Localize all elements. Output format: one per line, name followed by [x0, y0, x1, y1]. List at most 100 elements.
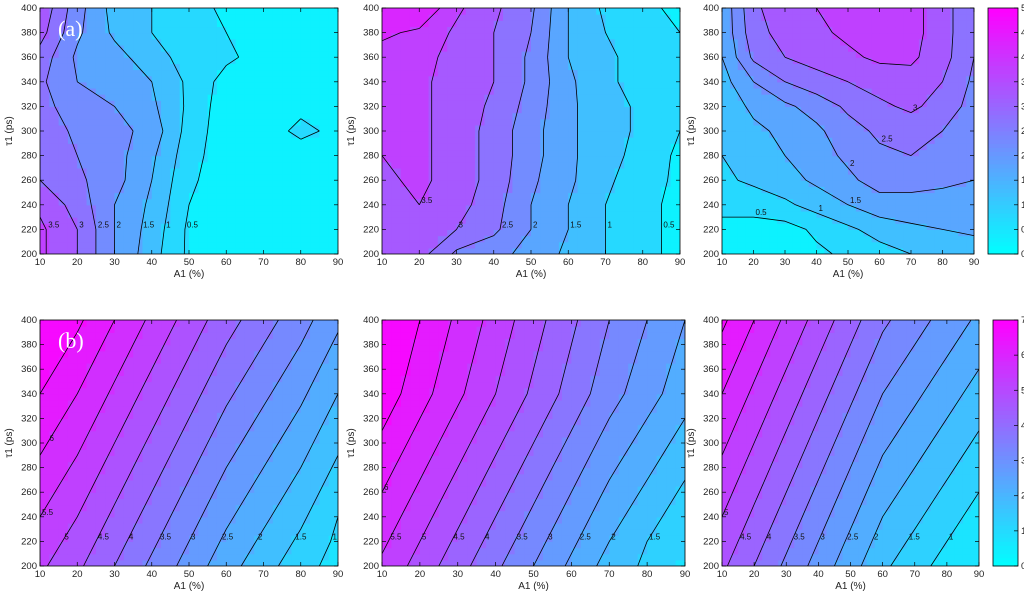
heatmap-cell [391, 198, 402, 206]
heatmap-cell [753, 155, 762, 163]
heatmap-cell [244, 467, 255, 475]
heatmap-cell [614, 155, 625, 163]
heatmap-cell [558, 131, 569, 138]
heatmap-cell [596, 87, 607, 95]
heatmap-cell [189, 418, 199, 426]
heatmap-cell [753, 94, 762, 101]
heatmap-cell [244, 69, 255, 77]
heatmap-cell [114, 217, 125, 224]
contour-line [40, 216, 47, 254]
heatmap-cell [67, 112, 78, 120]
heatmap-cell [832, 229, 841, 237]
heatmap-cell [642, 87, 653, 95]
heatmap-cell [254, 20, 265, 28]
heatmap-cell [934, 167, 944, 175]
heatmap-cell [40, 81, 50, 89]
heatmap-cell [170, 167, 181, 175]
heatmap-cell [105, 81, 116, 89]
heatmap-cell [235, 418, 246, 426]
colorbar-segment [988, 163, 1018, 169]
heatmap-cell [161, 535, 171, 542]
heatmap-cell [824, 210, 833, 218]
heatmap-cell [475, 155, 486, 163]
heatmap-cell [926, 235, 936, 243]
heatmap-cell [670, 57, 680, 64]
heatmap-cell [531, 51, 541, 58]
heatmap-cell [624, 204, 635, 212]
heatmap-cell [328, 112, 338, 120]
heatmap-cell [484, 100, 495, 107]
heatmap-cell [465, 87, 476, 95]
heatmap-cell [226, 223, 237, 230]
heatmap-cell [328, 14, 338, 21]
heatmap-cell [95, 217, 106, 224]
heatmap-cell [419, 204, 430, 212]
heatmap-cell [863, 44, 873, 52]
heatmap-cell [614, 186, 625, 194]
heatmap-cell [722, 137, 731, 144]
heatmap-cell [86, 32, 97, 40]
heatmap-cell [114, 57, 125, 64]
heatmap-cell [310, 541, 320, 549]
colorbar-segment [988, 65, 1018, 70]
heatmap-cell [934, 87, 944, 95]
heatmap-cell [105, 131, 116, 138]
heatmap-cell [531, 118, 541, 126]
heatmap-cell [254, 57, 265, 64]
heatmap-cell [291, 118, 302, 126]
colorbar-segment [988, 200, 1018, 206]
heatmap-cell [586, 217, 597, 224]
heatmap-cell [785, 223, 794, 230]
heatmap-cell [382, 229, 392, 237]
heatmap-cell [419, 100, 430, 107]
colorbar-segment [988, 114, 1018, 120]
heatmap-cell [586, 180, 597, 187]
heatmap-cell [670, 20, 680, 28]
heatmap-cell [465, 8, 476, 15]
heatmap-cell [456, 180, 467, 187]
heatmap-cell [549, 75, 560, 83]
heatmap-cell [198, 75, 209, 83]
heatmap-cell [624, 143, 635, 151]
heatmap-cell [161, 436, 171, 444]
heatmap-cell [879, 247, 888, 254]
heatmap-cell [605, 118, 616, 126]
heatmap-cell [745, 241, 755, 249]
heatmap-cell [568, 87, 579, 95]
heatmap-cell [291, 32, 302, 40]
heatmap-cell [642, 198, 653, 206]
heatmap-cell [855, 161, 865, 169]
x-tick-label: 30 [780, 257, 791, 268]
heatmap-cell [903, 204, 912, 212]
heatmap-cell [596, 38, 607, 46]
heatmap-cell [475, 106, 486, 114]
heatmap-cell [958, 143, 967, 151]
heatmap-cell [95, 210, 106, 218]
heatmap-cell [207, 559, 218, 566]
heatmap-cell [887, 192, 896, 200]
colorbar-tick-label: 2.5 [1021, 126, 1024, 137]
heatmap-cell [808, 124, 818, 132]
heatmap-cell [244, 112, 255, 120]
heatmap-cell [577, 223, 588, 230]
heatmap-cell [179, 186, 190, 194]
heatmap-cell [133, 547, 144, 555]
heatmap-cell [114, 124, 125, 132]
heatmap-cell [133, 210, 144, 218]
heatmap-cell [216, 186, 227, 194]
heatmap-cell [382, 51, 392, 58]
heatmap-cell [114, 210, 125, 218]
heatmap-cell [761, 143, 770, 151]
heatmap-cell [475, 131, 486, 138]
heatmap-cell [291, 69, 302, 77]
heatmap-cell [652, 32, 662, 40]
heatmap-cell [272, 192, 283, 200]
heatmap-cell [86, 174, 97, 181]
heatmap-cell [722, 20, 731, 28]
heatmap-cell [785, 192, 794, 200]
heatmap-cell [633, 247, 644, 254]
heatmap-cell [328, 535, 338, 542]
heatmap-cell [753, 223, 762, 230]
heatmap-cell [855, 63, 865, 71]
heatmap-cell [179, 124, 190, 132]
